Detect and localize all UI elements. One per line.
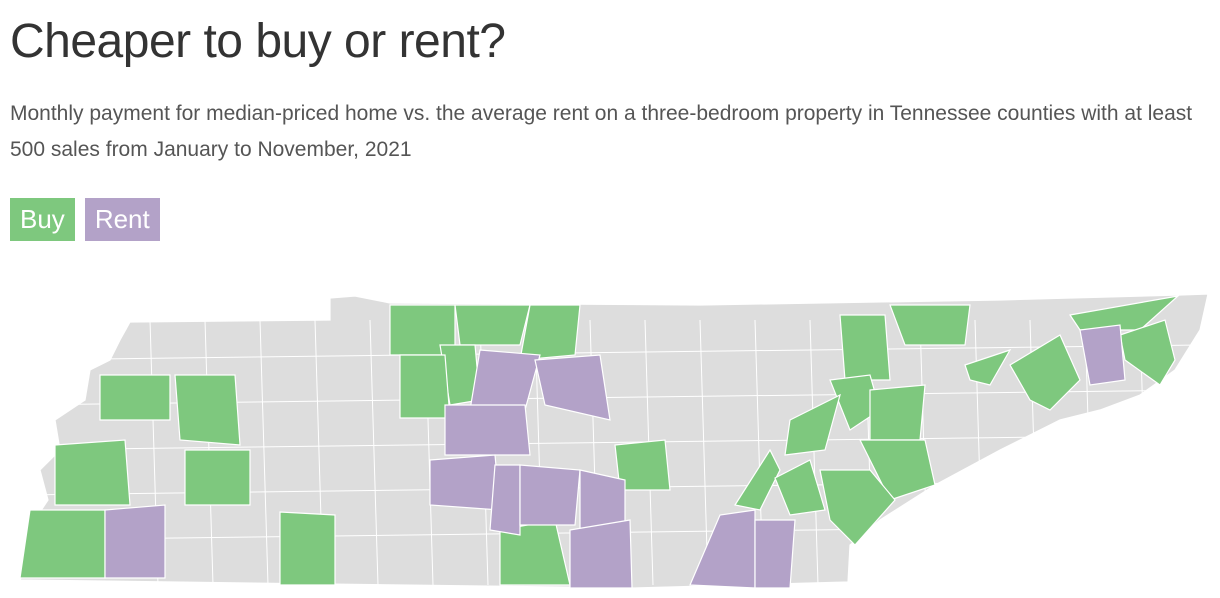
county-buy bbox=[184, 449, 251, 506]
county-buy bbox=[1119, 319, 1176, 386]
county-buy bbox=[174, 374, 241, 446]
county-rent bbox=[569, 519, 633, 589]
legend-rent: Rent bbox=[84, 198, 160, 241]
county-border bbox=[699, 319, 709, 586]
county-rent bbox=[1079, 324, 1126, 386]
county-buy bbox=[1009, 334, 1081, 411]
subtitle: Monthly payment for median-priced home v… bbox=[10, 102, 1193, 161]
county-buy bbox=[734, 448, 781, 511]
county-rent bbox=[689, 509, 756, 589]
county-rent bbox=[104, 504, 166, 579]
county-rent bbox=[579, 469, 626, 531]
page-title: Cheaper to buy or rent? bbox=[10, 15, 506, 68]
county-buy bbox=[99, 374, 171, 421]
county-border bbox=[19, 434, 1201, 451]
county-buy bbox=[279, 511, 336, 586]
county-rent bbox=[444, 404, 531, 456]
county-border bbox=[809, 319, 819, 586]
county-rent bbox=[534, 354, 611, 421]
county-buy bbox=[19, 509, 106, 579]
county-buy bbox=[784, 393, 841, 456]
county-border bbox=[369, 319, 379, 586]
county-buy bbox=[54, 439, 131, 506]
county-buy bbox=[859, 439, 936, 501]
county-buy bbox=[614, 439, 671, 491]
county-rent bbox=[754, 519, 796, 589]
legend: Buy Rent bbox=[10, 198, 160, 241]
county-border bbox=[259, 319, 269, 586]
county-buy bbox=[889, 304, 971, 346]
county-rent bbox=[429, 454, 501, 511]
county-rent bbox=[519, 464, 581, 526]
county-buy bbox=[819, 469, 896, 546]
county-buy bbox=[774, 459, 826, 516]
county-rent bbox=[489, 464, 521, 536]
county-buy bbox=[399, 354, 451, 419]
legend-buy: Buy bbox=[10, 198, 75, 241]
county-buy bbox=[839, 314, 891, 381]
county-buy bbox=[454, 304, 531, 346]
county-buy bbox=[964, 348, 1012, 386]
county-buy bbox=[869, 384, 926, 441]
county-buy bbox=[519, 304, 581, 361]
county-border bbox=[19, 344, 1201, 361]
